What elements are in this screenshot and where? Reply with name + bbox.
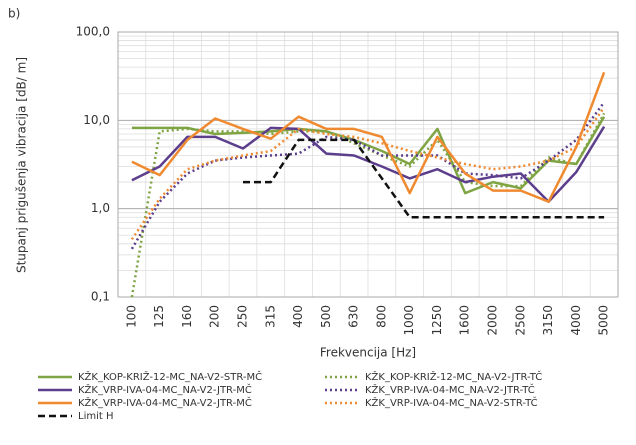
legend-label: KŽK_KOP-KRIŽ-12-MC_NA-V2-STR-MČ <box>78 370 262 383</box>
legend: KŽK_KOP-KRIŽ-12-MC_NA-V2-STR-MČ KŽK_KOP-K… <box>38 370 542 422</box>
legend-label: Limit H <box>78 411 114 422</box>
x-tick-label: 3150 <box>541 305 555 336</box>
series-line <box>131 71 606 203</box>
y-tick-label: 1,0 <box>91 201 110 215</box>
series-line <box>130 112 606 298</box>
legend-label: KŽK_VRP-IVA-04-MC_NA-V2-STR-TČ <box>365 396 538 409</box>
y-tick-label: 10,0 <box>83 113 110 127</box>
x-tick-label: 5000 <box>597 305 611 336</box>
legend-label: KŽK_VRP-IVA-04-MC_NA-V2-JTR-TČ <box>365 383 535 396</box>
legend-label: KŽK_VRP-IVA-04-MC_NA-V2-JTR-MČ <box>78 396 252 409</box>
series-line <box>130 106 606 241</box>
x-tick-label: 4000 <box>569 305 583 336</box>
x-tick-label: 1250 <box>430 305 444 336</box>
x-tick-label: 400 <box>291 305 305 328</box>
panel-label: b) <box>8 7 20 21</box>
y-tick-label: 0,1 <box>91 290 110 304</box>
x-tick-label: 315 <box>263 305 277 328</box>
x-tick-label: 1600 <box>458 305 472 336</box>
y-tick-label: 100,0 <box>76 25 110 39</box>
series-line <box>131 116 606 195</box>
x-tick-label: 250 <box>236 305 250 328</box>
x-tick-label: 2000 <box>486 305 500 336</box>
x-tick-label: 500 <box>319 305 333 328</box>
legend-label: KŽK_VRP-IVA-04-MC_NA-V2-JTR-MČ <box>78 383 252 396</box>
x-tick-label: 800 <box>374 305 388 328</box>
x-axis-title: Frekvencija [Hz] <box>320 346 416 360</box>
x-tick-label: 630 <box>347 305 361 328</box>
legend-label: KŽK_KOP-KRIŽ-12-MC_NA-V2-JTR-TČ <box>365 370 542 383</box>
x-tick-label: 1000 <box>402 305 416 336</box>
x-tick-label: 2500 <box>513 305 527 336</box>
series-line <box>243 138 605 219</box>
x-tick-label: 125 <box>152 305 166 328</box>
x-tick-label: 100 <box>124 305 138 328</box>
y-axis-title: Stupanj prigušenja vibracija [dB/ m] <box>15 57 29 273</box>
plot-frame <box>117 31 619 298</box>
series-line <box>130 101 606 250</box>
x-tick-label: 200 <box>208 305 222 328</box>
x-tick-label: 160 <box>180 305 194 328</box>
